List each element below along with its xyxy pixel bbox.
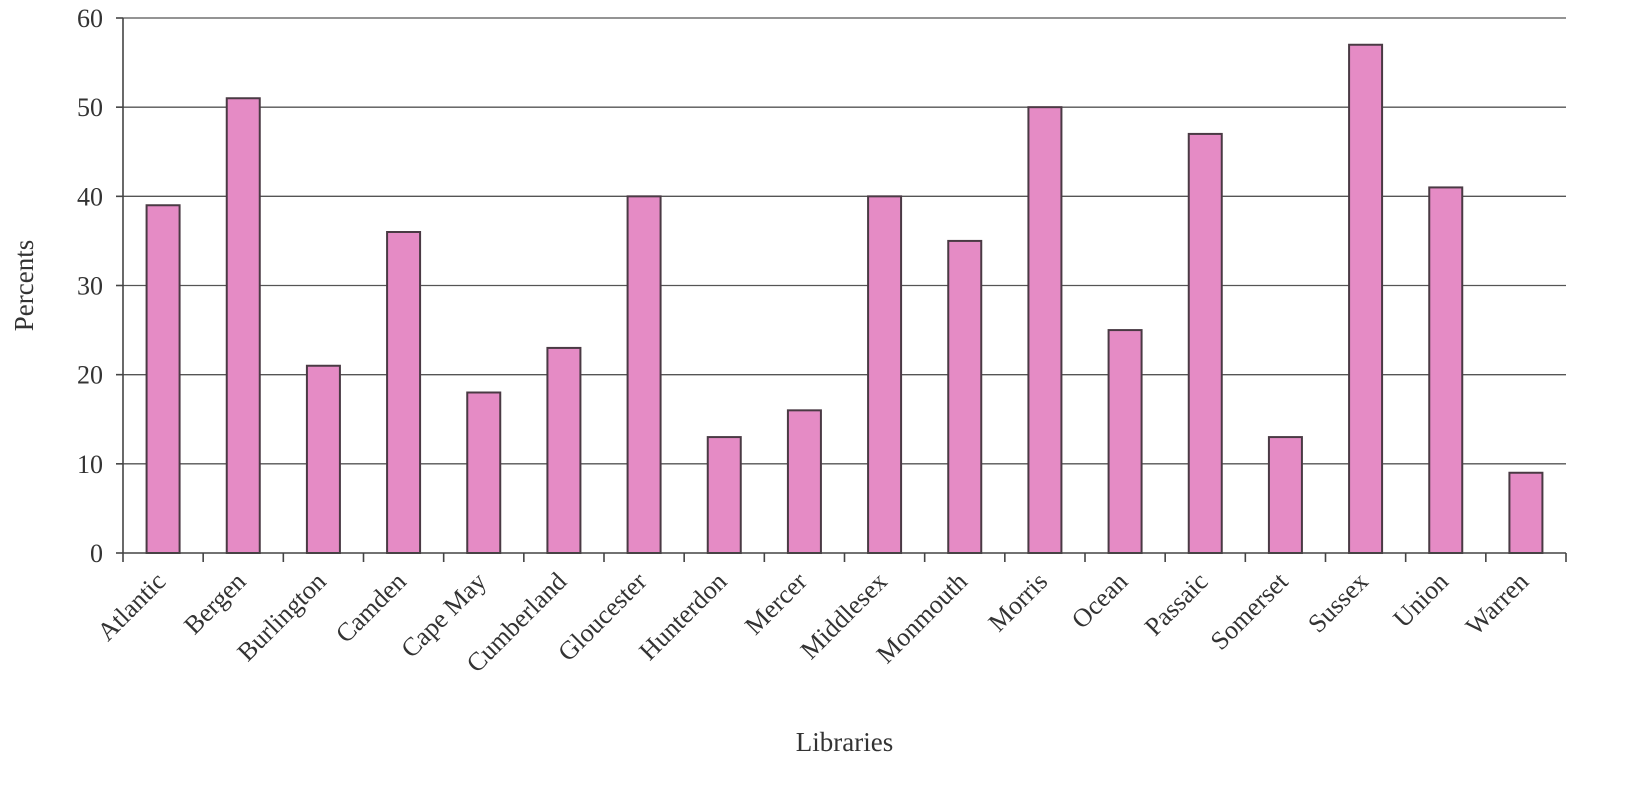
x-category-label: Gloucester [552, 566, 652, 666]
y-axis-title: Percents [9, 240, 39, 331]
bar-morris [1027, 106, 1063, 555]
x-category-label: Somerset [1205, 566, 1294, 655]
bar-cape-may [466, 391, 502, 554]
bar-bergen [225, 97, 261, 554]
x-category-label: Warren [1460, 567, 1534, 641]
bar-passaic [1187, 132, 1223, 555]
bar-sussex [1348, 43, 1384, 554]
x-category-label: Burlington [231, 567, 331, 667]
bar-mercer [786, 409, 822, 555]
y-tick-label: 40 [77, 182, 103, 211]
x-axis-title: Libraries [796, 727, 893, 757]
bar-camden [386, 231, 422, 554]
y-tick-labels: 0 10 20 30 40 50 60 [77, 4, 103, 568]
y-tick-label: 30 [77, 272, 103, 301]
y-tick-label: 10 [77, 450, 103, 479]
bars [145, 43, 1544, 555]
y-tick-label: 20 [77, 361, 103, 390]
bar-warren [1508, 471, 1544, 554]
x-category-label: Sussex [1302, 567, 1374, 639]
gridlines [116, 17, 1566, 554]
y-tick-label: 50 [77, 93, 103, 122]
bar-cumberland [546, 346, 582, 554]
bar-monmouth [947, 239, 983, 555]
x-category-label: Ocean [1066, 567, 1133, 634]
bar-middlesex [867, 195, 903, 554]
x-tick-marks [122, 553, 1567, 562]
x-category-label: Union [1388, 567, 1454, 633]
y-tick-label: 0 [90, 539, 103, 568]
x-category-label: Camden [330, 567, 412, 649]
bar-hunterdon [706, 436, 742, 555]
bar-somerset [1267, 436, 1303, 555]
y-tick-label: 60 [77, 4, 103, 33]
x-category-label: Mercer [739, 567, 813, 641]
bar-burlington [305, 364, 341, 554]
x-category-label: Atlantic [92, 567, 172, 647]
bar-gloucester [626, 195, 662, 554]
x-category-label: Hunterdon [633, 567, 732, 666]
x-category-label: Morris [983, 567, 1054, 638]
bar-union [1428, 186, 1464, 555]
bar-ocean [1107, 329, 1143, 555]
x-category-label: Bergen [178, 567, 251, 640]
x-category-label: Passaic [1139, 567, 1214, 642]
bar-atlantic [145, 204, 181, 554]
